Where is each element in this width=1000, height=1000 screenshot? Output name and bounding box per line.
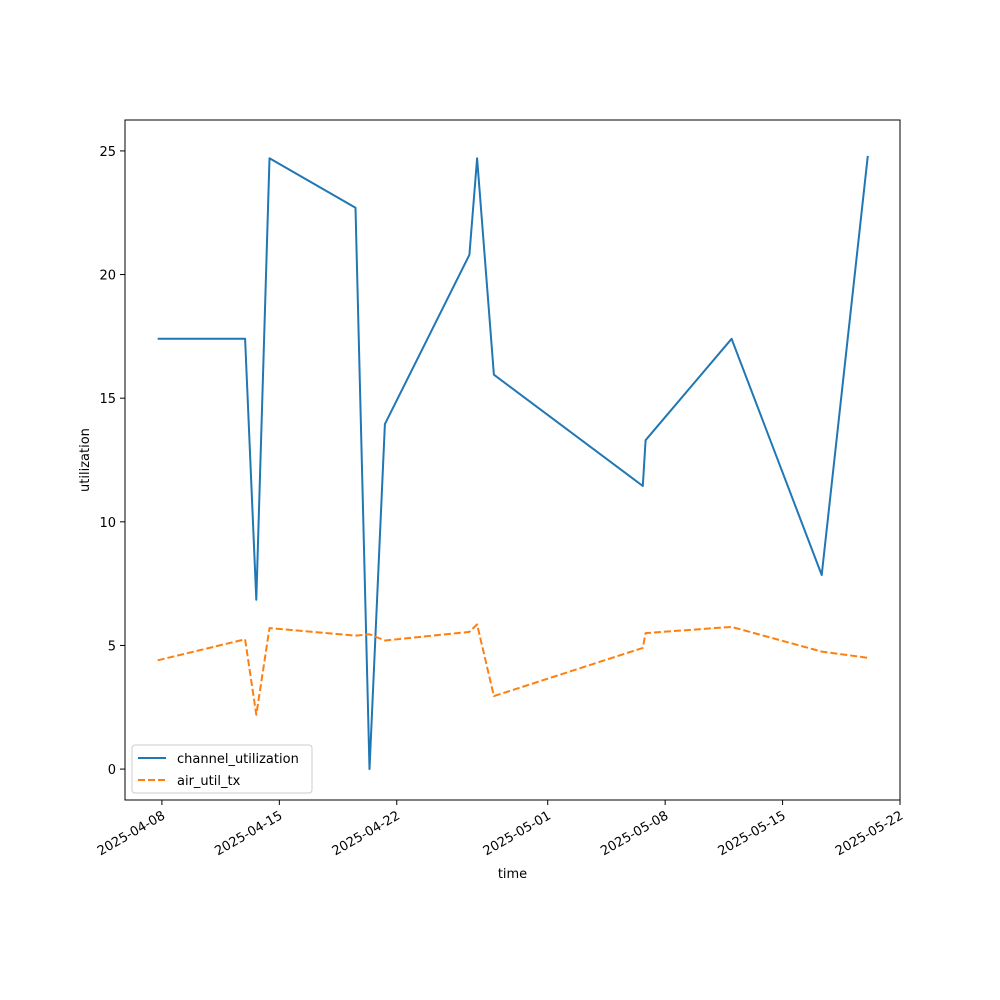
plot-frame	[124, 119, 901, 801]
y-tick-label: 25	[99, 145, 116, 160]
legend: channel_utilization air_util_tx	[131, 744, 313, 794]
y-tick-label: 5	[108, 639, 116, 654]
series-layer	[157, 155, 869, 771]
legend-label-channel-utilization: channel_utilization	[177, 752, 299, 767]
y-tick-label: 10	[99, 516, 116, 531]
legend-label-air-util-tx: air_util_tx	[177, 774, 241, 789]
y-tick-label: 20	[99, 269, 116, 284]
y-tick-label: 0	[108, 763, 116, 778]
y-axis: 0 5 10 15 20 25	[99, 145, 125, 778]
y-tick-label: 15	[99, 392, 116, 407]
series-line-channel-utilization	[157, 155, 869, 771]
x-axis-label: time	[498, 867, 527, 882]
series-line-air-util-tx	[157, 623, 868, 716]
y-axis-label: utilization	[78, 428, 93, 492]
legend-box	[131, 744, 313, 794]
